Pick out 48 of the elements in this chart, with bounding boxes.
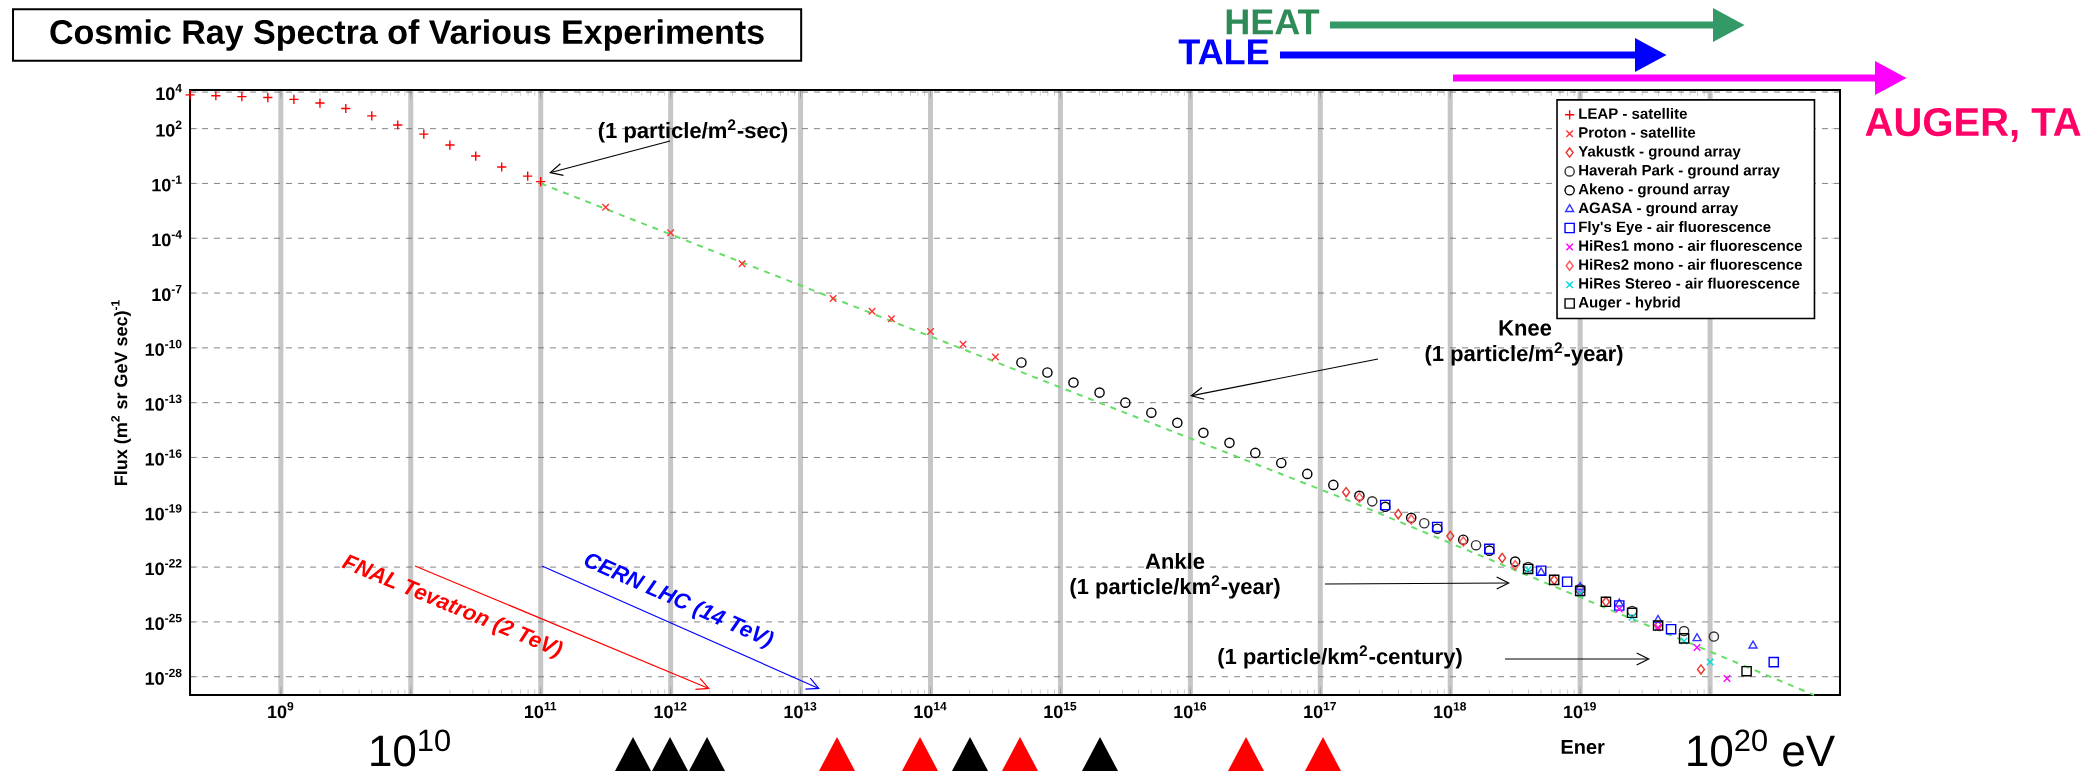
legend-label: Akeno - ground array [1578, 183, 1730, 198]
x-tick-label: 10$^{18}$ [1434, 702, 1467, 719]
x-tick-label: 10$^{9}$ [268, 702, 294, 719]
y-tick-label: 10$^{-1}$ [152, 175, 182, 192]
chart-title: Cosmic Ray Spectra of Various Experiments [50, 19, 764, 51]
legend-label: HiRes Stereo - air fluorescence [1579, 277, 1800, 289]
legend-label: HiRes1 mono - air fluorescence [1579, 239, 1802, 251]
y-axis-title: Flux (m$^{2}$ sr GeV sec)$^{-1}$ [111, 300, 131, 486]
text: TALE [1178, 39, 1269, 65]
x-tick-label: 10$^{11}$ [524, 702, 557, 719]
x-tick-label: 10$^{12}$ [654, 702, 687, 719]
annotation: CERN LHC (14 TeV) [584, 554, 774, 650]
y-tick-label: 10$^{-22}$ [145, 559, 182, 576]
legend-label: Haverah Park - ground array [1579, 164, 1780, 179]
legend-label: LEAP - satellite [1579, 107, 1687, 119]
annotation: (1 particle/km$^{2}$-year) [1070, 575, 1280, 599]
y-tick-label: 10$^{-28}$ [145, 668, 182, 685]
y-tick-label: 10$^{-16}$ [145, 449, 182, 466]
x-tick-label: 10$^{14}$ [914, 702, 947, 719]
x-tick-label: 10$^{15}$ [1044, 702, 1077, 719]
annotation: (1 particle/km$^{2}$-century) [1218, 645, 1462, 669]
y-tick-label: 10$^{-4}$ [152, 230, 182, 247]
text: AUGER, TA [1865, 107, 2081, 143]
annotation: Knee [1499, 320, 1552, 336]
annotation: (1 particle/m$^{2}$-year) [1425, 342, 1623, 366]
legend-label: Auger - hybrid [1578, 296, 1680, 311]
y-tick-label: 10$^{-19}$ [145, 504, 182, 521]
legend-label: HiRes2 mono - air fluorescence [1579, 258, 1802, 270]
x-tick-label: 10$^{17}$ [1304, 702, 1336, 719]
text: 10$^{20}$ eV [1688, 729, 1835, 767]
y-tick-label: 10$^{-25}$ [145, 613, 182, 631]
x-tick-label: 10$^{19}$ [1564, 702, 1596, 719]
x-tick-label: 10$^{16}$ [1174, 702, 1207, 719]
annotation: (1 particle/m$^{2}$-sec) [598, 119, 788, 143]
text: HEAT [1226, 9, 1320, 35]
y-tick-label: 10$^{4}$ [156, 84, 182, 101]
legend-label: Proton - satellite [1579, 126, 1696, 138]
y-tick-label: 10$^{2}$ [156, 120, 182, 137]
legend-label: AGASA - ground array [1578, 202, 1739, 217]
x-axis-title: Ener [1561, 740, 1605, 755]
x-tick-label: 10$^{13}$ [784, 702, 817, 719]
annotation: Ankle [1145, 552, 1205, 570]
legend-label: Yakustk - ground array [1578, 145, 1741, 160]
y-tick-label: 10$^{-7}$ [152, 285, 182, 302]
y-tick-label: 10$^{-13}$ [145, 394, 182, 411]
legend-label: Fly's Eye - air fluorescence [1579, 221, 1771, 236]
text: 10$^{10}$ [371, 729, 450, 767]
y-tick-label: 10$^{-10}$ [145, 339, 182, 356]
